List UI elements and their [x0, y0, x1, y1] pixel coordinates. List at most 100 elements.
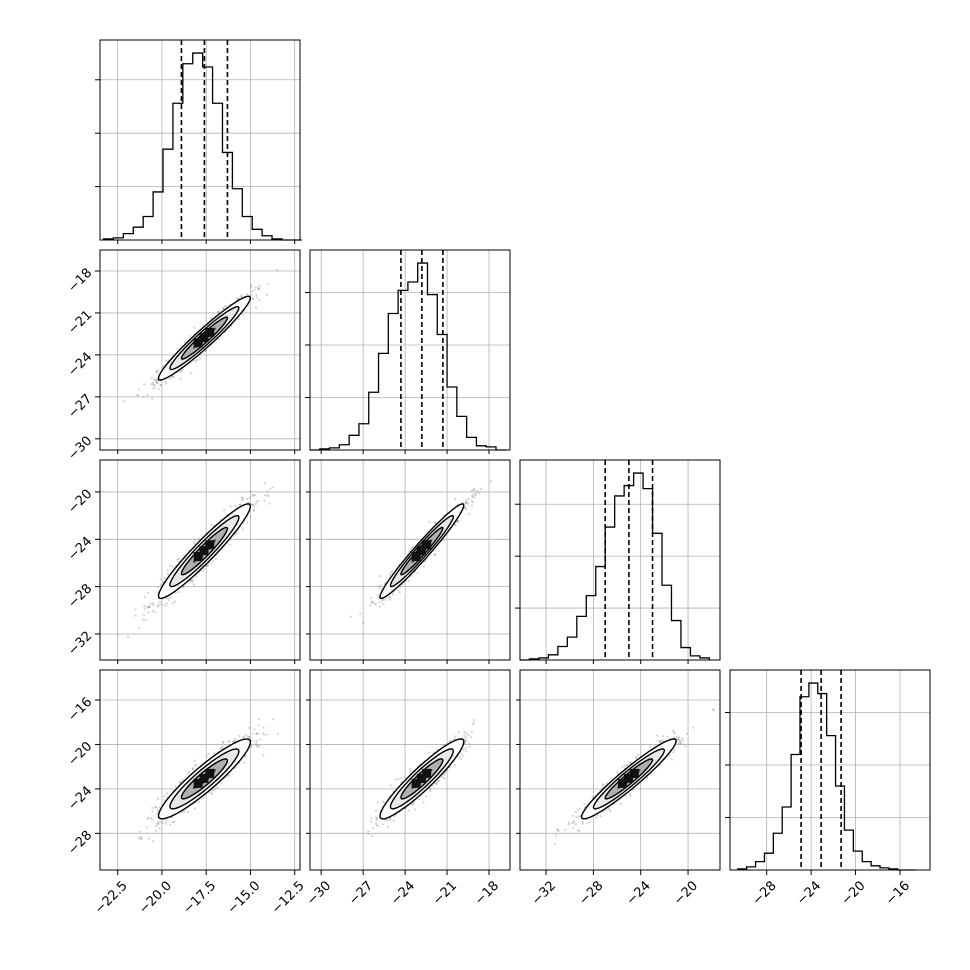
sample-point: [165, 796, 169, 799]
sample-point: [251, 494, 255, 497]
sample-point: [464, 501, 468, 504]
sample-point: [372, 827, 375, 830]
sample-point: [266, 490, 269, 493]
sample-point: [151, 609, 155, 613]
sample-point: [163, 576, 167, 580]
sample-point: [222, 307, 225, 310]
sample-point: [446, 769, 449, 772]
sample-point: [257, 732, 260, 735]
sample-point: [382, 602, 385, 605]
sample-point: [152, 387, 155, 390]
sample-point: [246, 521, 249, 524]
sample-point: [386, 819, 389, 822]
sample-point: [251, 493, 254, 497]
sample-point: [191, 767, 194, 770]
sample-point: [256, 744, 259, 747]
sample-point: [155, 371, 159, 374]
sample-point: [151, 383, 155, 386]
sample-point: [659, 741, 662, 744]
sample-point: [164, 359, 168, 362]
sample-point: [163, 794, 166, 798]
sample-point: [142, 395, 145, 398]
pair-frame: [309, 459, 511, 661]
sample-point: [214, 557, 218, 561]
sample-point: [159, 578, 162, 581]
sample-point: [123, 400, 126, 403]
sample-point: [242, 736, 245, 739]
sample-point: [467, 497, 470, 501]
sample-point: [467, 742, 471, 745]
sample-point: [222, 740, 225, 744]
sample-point: [448, 740, 452, 743]
sample-point: [433, 553, 436, 557]
sample-point: [147, 605, 150, 608]
sample-point: [191, 579, 194, 582]
sample-point: [456, 520, 459, 523]
sample-point: [213, 788, 216, 792]
sample-point: [262, 754, 265, 757]
sample-point: [575, 816, 578, 819]
sample-point: [472, 718, 476, 722]
sample-point: [151, 806, 154, 810]
sample-point: [442, 539, 445, 542]
sample-point: [139, 835, 143, 839]
sample-point: [209, 317, 212, 320]
sample-point: [191, 767, 195, 770]
sample-point: [379, 584, 382, 587]
sample-point: [213, 752, 216, 755]
sample-point: [463, 737, 466, 740]
sample-point: [153, 384, 156, 387]
sample-point: [448, 740, 451, 743]
sample-point: [411, 545, 414, 549]
sample-point: [263, 494, 266, 497]
sample-point: [153, 385, 156, 388]
sample-point: [429, 787, 432, 790]
sample-point: [454, 735, 457, 738]
sample-point: [157, 603, 160, 607]
sample-point: [178, 780, 182, 783]
sample-point: [178, 557, 181, 561]
sample-point: [679, 742, 682, 745]
sample-point: [623, 764, 626, 767]
hist-background: [730, 670, 930, 870]
sample-point: [151, 381, 154, 384]
sample-point: [188, 335, 192, 338]
sample-point: [155, 370, 158, 373]
sample-point: [146, 393, 149, 397]
sample-point: [234, 533, 237, 536]
sample-point: [182, 554, 186, 557]
sample-point: [170, 377, 173, 380]
sample-point: [153, 378, 156, 381]
sample-point: [443, 773, 446, 777]
sample-point: [257, 717, 260, 721]
sample-point: [195, 763, 198, 766]
sample-point: [216, 786, 219, 789]
hist-steps: [310, 262, 506, 451]
hist-background: [100, 40, 300, 240]
sample-point: [220, 782, 223, 785]
sample-point: [626, 763, 629, 766]
sample-point: [251, 732, 255, 735]
sample-point: [207, 752, 210, 756]
sample-point: [257, 287, 260, 290]
density-peak: [199, 333, 209, 343]
sample-point: [269, 487, 272, 490]
sample-point: [179, 371, 182, 374]
hist-panel-3: [515, 459, 721, 661]
sample-point: [490, 479, 493, 483]
sample-point: [466, 502, 469, 505]
sample-point: [234, 737, 237, 741]
sample-point: [387, 596, 390, 599]
sample-point: [254, 494, 257, 497]
sample-point: [383, 801, 386, 804]
sample-point: [233, 504, 237, 507]
sample-point: [454, 764, 457, 767]
density-peak: [411, 778, 421, 788]
sample-point: [192, 541, 195, 544]
sample-point: [470, 489, 474, 492]
sample-point: [177, 591, 180, 594]
sample-point: [375, 824, 378, 827]
sample-point: [258, 288, 261, 291]
sample-point: [263, 482, 266, 485]
